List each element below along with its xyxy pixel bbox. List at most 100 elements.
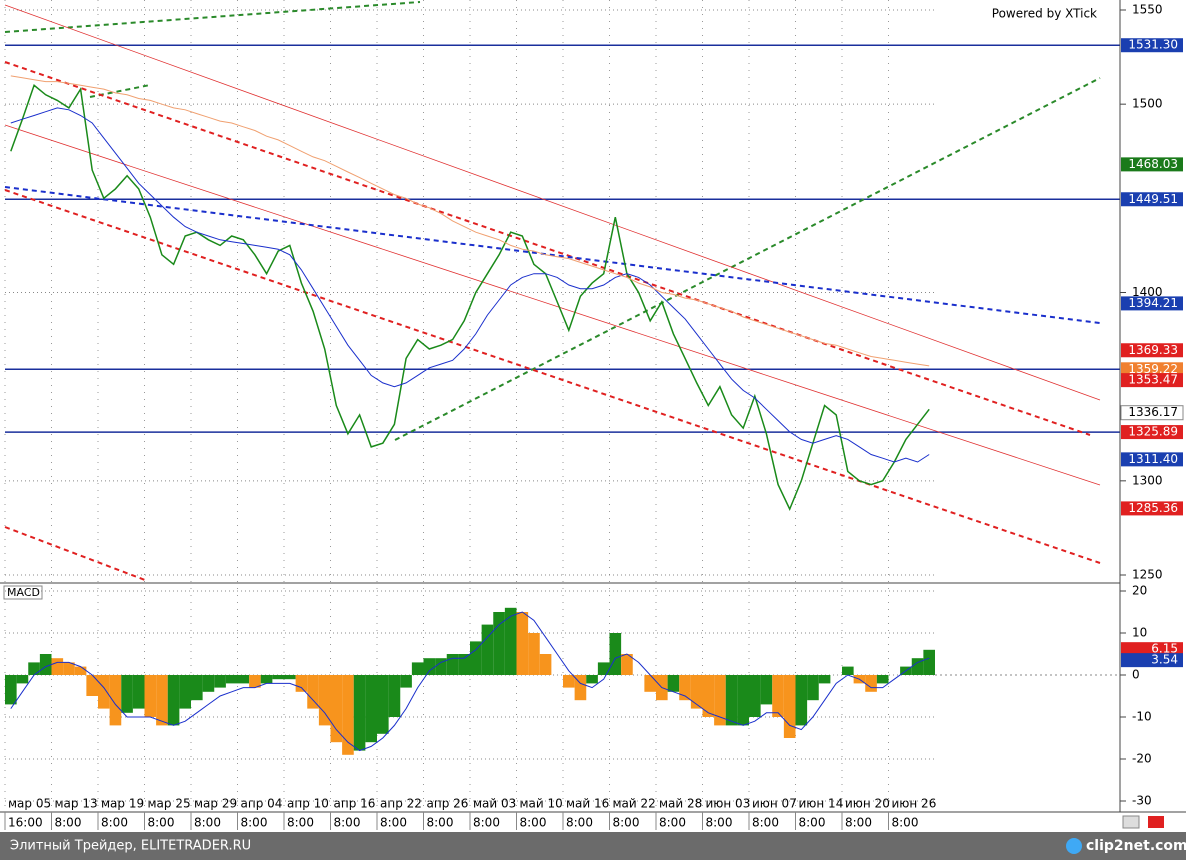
y-tick-label: 10 bbox=[1132, 626, 1147, 640]
price-marker bbox=[1121, 373, 1183, 388]
histogram-bar bbox=[167, 675, 180, 726]
price-marker bbox=[1121, 425, 1183, 440]
x-tick-label: май 28 bbox=[659, 797, 702, 811]
histogram-bar bbox=[714, 675, 726, 726]
histogram-bar bbox=[330, 675, 343, 743]
x-time-label: 8:00 bbox=[799, 816, 826, 830]
trendline bbox=[4, 1, 421, 33]
x-tick-label: апр 10 bbox=[287, 797, 329, 811]
trendline bbox=[4, 61, 1091, 436]
histogram-bar bbox=[725, 675, 738, 726]
y-tick-label: 0 bbox=[1132, 668, 1140, 682]
series-line bbox=[10, 107, 930, 463]
histogram-bar bbox=[586, 675, 598, 684]
x-tick-label: май 10 bbox=[520, 797, 563, 811]
histogram-bar bbox=[272, 675, 284, 680]
histogram-bar bbox=[807, 675, 819, 701]
histogram-bar bbox=[284, 675, 296, 680]
x-time-label: 8:00 bbox=[287, 816, 314, 830]
price-marker bbox=[1121, 452, 1183, 467]
histogram-bar bbox=[400, 675, 412, 688]
histogram-bar bbox=[493, 612, 505, 675]
histogram-bar bbox=[121, 675, 133, 713]
x-tick-label: апр 04 bbox=[241, 797, 283, 811]
histogram-bar bbox=[644, 675, 656, 692]
histogram-bar bbox=[156, 675, 168, 726]
histogram-bar bbox=[411, 662, 424, 675]
price-marker-label: 1325.89 bbox=[1128, 425, 1178, 439]
toolbar-button[interactable] bbox=[1122, 815, 1140, 829]
trendline bbox=[4, 526, 146, 581]
price-marker bbox=[1121, 296, 1183, 311]
histogram-bar bbox=[923, 649, 935, 675]
x-tick-label: апр 16 bbox=[334, 797, 376, 811]
histogram-bar bbox=[690, 675, 703, 709]
histogram-bar bbox=[132, 675, 145, 709]
histogram-bar bbox=[818, 675, 831, 684]
logo-icon bbox=[1066, 838, 1082, 854]
histogram-bar bbox=[528, 633, 540, 675]
histogram-bar bbox=[237, 675, 250, 684]
price-marker-label: 1353.47 bbox=[1128, 373, 1178, 387]
x-tick-label: июн 07 bbox=[752, 797, 797, 811]
histogram-bar bbox=[876, 675, 889, 684]
histogram-bar bbox=[179, 675, 191, 709]
price-marker bbox=[1121, 362, 1183, 377]
histogram-bar bbox=[144, 675, 157, 717]
series-line bbox=[10, 611, 930, 752]
histogram-bar bbox=[191, 675, 203, 701]
histogram-bar bbox=[74, 666, 87, 675]
x-tick-label: мар 25 bbox=[148, 797, 191, 811]
histogram-bar bbox=[516, 612, 529, 675]
histogram-bar bbox=[504, 607, 517, 675]
price-marker bbox=[1121, 38, 1183, 53]
histogram-bar bbox=[702, 675, 715, 717]
histogram-bar bbox=[63, 662, 75, 675]
histogram-bar bbox=[795, 675, 808, 726]
series-line bbox=[10, 84, 930, 511]
histogram-bar bbox=[737, 675, 749, 726]
footer-text: Элитный Трейдер, ELITETRADER.RU bbox=[10, 839, 251, 854]
x-tick-label: мар 19 bbox=[101, 797, 144, 811]
histogram-bar bbox=[249, 675, 261, 688]
series-line bbox=[10, 75, 930, 367]
x-time-label: 8:00 bbox=[566, 816, 593, 830]
histogram-bar bbox=[423, 658, 436, 675]
x-time-label: 8:00 bbox=[334, 816, 361, 830]
x-time-label: 8:00 bbox=[473, 816, 500, 830]
x-tick-label: июн 14 bbox=[799, 797, 844, 811]
y-tick-label: 1400 bbox=[1132, 285, 1163, 299]
price-marker-label: 1285.36 bbox=[1128, 501, 1178, 515]
x-tick-label: июн 20 bbox=[845, 797, 890, 811]
toolbar-button[interactable] bbox=[1148, 816, 1164, 828]
histogram-bar bbox=[458, 654, 470, 675]
histogram-bar bbox=[202, 675, 215, 692]
histogram-bar bbox=[667, 675, 680, 692]
histogram-bar bbox=[388, 675, 401, 717]
histogram-bar bbox=[39, 654, 52, 675]
y-tick-label: 1300 bbox=[1132, 473, 1163, 487]
histogram-bar bbox=[911, 658, 924, 675]
histogram-bar bbox=[470, 641, 482, 675]
histogram-bar bbox=[679, 675, 691, 701]
price-marker bbox=[1121, 642, 1183, 657]
histogram-bar bbox=[318, 675, 331, 726]
price-marker-label: 1359.22 bbox=[1128, 362, 1178, 376]
x-tick-label: июн 03 bbox=[706, 797, 751, 811]
histogram-bar bbox=[342, 675, 354, 755]
y-tick-label: -30 bbox=[1132, 794, 1152, 808]
x-tick-label: май 03 bbox=[473, 797, 516, 811]
x-time-label: 8:00 bbox=[845, 816, 872, 830]
histogram-bar bbox=[225, 675, 238, 684]
price-marker-label: 6.15 bbox=[1151, 642, 1178, 656]
histogram-bar bbox=[98, 675, 110, 709]
watermark: Powered by XTick bbox=[992, 7, 1097, 21]
histogram-bar bbox=[109, 675, 122, 726]
footer-bar bbox=[0, 832, 1186, 860]
x-time-label: 8:00 bbox=[380, 816, 407, 830]
footer-logo: clip2net.com bbox=[1086, 838, 1186, 854]
price-marker-label: 1336.17 bbox=[1128, 405, 1178, 419]
histogram-bar bbox=[760, 675, 773, 705]
histogram-bar bbox=[621, 654, 633, 675]
